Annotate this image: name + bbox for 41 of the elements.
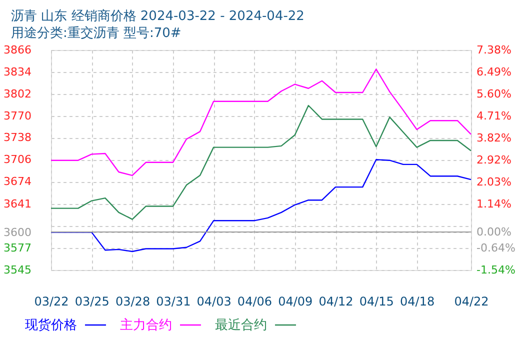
x-tick-label: 04/12 [318, 294, 354, 308]
line-series [50, 159, 472, 252]
x-tick-label: 03/31 [156, 294, 191, 308]
y2-tick-label: 2.03% [476, 175, 512, 188]
y-tick-label: 3577 [4, 242, 32, 255]
y2-tick-label: -1.54% [476, 264, 516, 276]
chart-title: 沥青 山东 经销商价格 2024-03-22 - 2024-04-22 [11, 9, 304, 24]
y-tick-label: 3641 [4, 198, 32, 211]
y-tick-label: 3802 [4, 87, 32, 100]
y-tick-label: 3738 [4, 131, 32, 144]
y-tick-label: 3834 [4, 65, 32, 78]
y2-tick-label: 7.38% [476, 44, 512, 56]
x-tick-label: 03/25 [74, 294, 110, 308]
y2-tick-label: 0.00% [476, 226, 512, 239]
y2-tick-label: 2.92% [476, 154, 512, 166]
legend-label: 现货价格 [25, 318, 77, 333]
y-tick-label: 3770 [4, 109, 32, 122]
x-tick-label: 04/06 [237, 294, 272, 308]
x-tick-label: 04/15 [359, 294, 394, 308]
y-tick-label: 3674 [4, 175, 32, 188]
x-tick-label: 04/03 [196, 294, 232, 308]
y2-tick-label: 3.82% [476, 131, 512, 144]
y2-tick-label: 6.49% [476, 65, 512, 78]
legend-label: 主力合约 [120, 317, 172, 333]
chart-subtitle: 用途分类:重交沥青 型号:70# [11, 25, 182, 41]
line-series [50, 104, 472, 220]
line-series [50, 68, 472, 176]
y-tick-label: 3600 [4, 226, 32, 239]
y2-tick-label: 1.14% [476, 197, 512, 210]
y2-tick-label: -0.64% [476, 241, 516, 254]
x-tick-label: 04/18 [400, 294, 435, 308]
y-tick-label: 3866 [4, 44, 32, 56]
y2-tick-label: 4.71% [476, 109, 512, 122]
x-tick-label: 04/09 [278, 294, 313, 308]
y-tick-label: 3706 [4, 153, 32, 166]
x-tick-label: 04/22 [454, 294, 489, 308]
legend-label: 最近合约 [215, 318, 267, 333]
y2-tick-label: 5.60% [476, 87, 512, 100]
x-tick-label: 03/28 [115, 294, 150, 308]
x-tick-label: 03/22 [34, 294, 69, 308]
y-tick-label: 3545 [4, 264, 32, 276]
